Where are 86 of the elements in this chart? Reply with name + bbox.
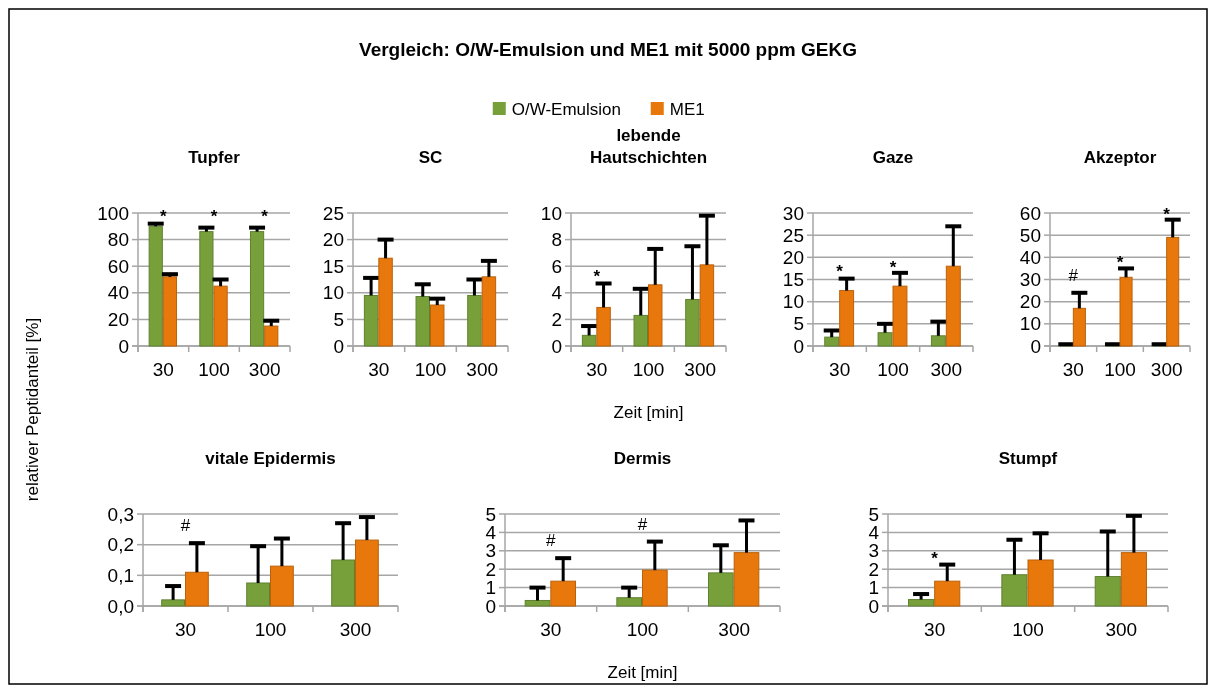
y-tick-label: 40: [107, 282, 129, 304]
annotation: *: [1163, 204, 1171, 224]
y-tick-label: 15: [322, 255, 344, 277]
x-tick-label: 30: [368, 359, 390, 380]
y-tick-label: 30: [1019, 269, 1041, 291]
y-tick-label: 8: [551, 229, 562, 251]
y-tick-label: 50: [1019, 224, 1041, 246]
y-tick-label: 10: [322, 282, 344, 304]
y-axis-title: relativer Peptidanteil [%]: [23, 317, 42, 502]
legend-label: O/W-Emulsion: [511, 99, 622, 119]
y-tick-label: 0: [118, 335, 129, 357]
x-tick-label: 30: [152, 359, 174, 380]
x-tick-label: 30: [1062, 359, 1084, 380]
y-tick-label: 20: [1019, 291, 1041, 313]
x-tick-label: 100: [1104, 359, 1136, 380]
x-tick-label: 300: [718, 619, 751, 640]
annotation: *: [261, 207, 269, 227]
y-tick-label: 2: [551, 309, 562, 331]
y-tick-label: 40: [1019, 246, 1041, 268]
chart-title: Dermis: [613, 449, 672, 468]
y-tick-label: 0,3: [107, 503, 134, 525]
x-tick-label: 100: [254, 619, 287, 640]
x-tick-label: 100: [632, 359, 665, 380]
x-tick-label: 300: [248, 359, 281, 380]
y-tick-label: 5: [485, 503, 496, 525]
annotation: *: [889, 257, 897, 277]
annotation: #: [637, 514, 648, 534]
annotation: #: [180, 516, 191, 536]
annotation: *: [836, 262, 844, 282]
x-tick-label: 300: [684, 359, 717, 380]
x-tick-label: 100: [626, 619, 659, 640]
x-tick-label: 30: [829, 359, 851, 380]
y-tick-label: 20: [782, 246, 804, 268]
x-tick-label: 300: [339, 619, 372, 640]
y-tick-label: 0: [1030, 335, 1041, 357]
y-tick-label: 15: [782, 269, 804, 291]
chart-title: SC: [418, 148, 443, 167]
y-tick-label: 0: [551, 335, 562, 357]
y-tick-label: 20: [107, 309, 129, 331]
x-tick-label: 100: [198, 359, 230, 380]
y-tick-label: 10: [782, 291, 804, 313]
y-tick-label: 0,0: [107, 595, 134, 617]
x-axis-title: Zeit [min]: [613, 403, 684, 422]
x-tick-label: 30: [924, 619, 946, 640]
x-axis-title: Zeit [min]: [607, 663, 678, 682]
annotation: *: [1116, 253, 1124, 273]
y-tick-label: 60: [107, 255, 129, 277]
legend-label: ME1: [669, 99, 705, 119]
chart-title: Tupfer: [188, 148, 241, 167]
y-tick-label: 25: [782, 224, 804, 246]
chart-title: Gaze: [872, 148, 914, 167]
x-tick-label: 30: [174, 619, 197, 640]
y-tick-label: 10: [540, 202, 562, 224]
annotation: #: [1068, 265, 1079, 285]
x-tick-label: 300: [1105, 619, 1138, 640]
y-tick-label: 25: [322, 202, 344, 224]
y-tick-label: 0: [793, 335, 804, 357]
y-tick-label: 0: [333, 335, 344, 357]
x-tick-label: 300: [1150, 359, 1183, 380]
y-tick-label: 20: [322, 229, 344, 251]
annotation: *: [931, 548, 939, 568]
x-tick-label: 300: [466, 359, 499, 380]
y-tick-label: 6: [551, 255, 562, 277]
x-tick-label: 100: [414, 359, 447, 380]
y-tick-label: 0,1: [107, 564, 134, 586]
annotation: *: [593, 267, 601, 287]
text: Vergleich: O/W-Emulsion und ME1 mit 5000 ppm GEKG: [359, 39, 857, 60]
y-tick-label: 80: [107, 229, 129, 251]
annotation: *: [160, 207, 168, 227]
y-tick-label: 5: [868, 503, 879, 525]
x-tick-label: 30: [586, 359, 608, 380]
chart-title: Akzeptor: [1083, 148, 1157, 167]
chart-title: vitale Epidermis: [205, 449, 336, 468]
y-tick-label: 5: [793, 313, 804, 335]
y-tick-label: 30: [782, 202, 804, 224]
x-tick-label: 300: [930, 359, 963, 380]
y-tick-label: 60: [1019, 202, 1041, 224]
y-tick-label: 5: [333, 309, 344, 331]
annotation: #: [546, 531, 557, 551]
chart-title: Stumpf: [998, 449, 1058, 468]
y-tick-label: 100: [97, 202, 129, 224]
annotation: *: [210, 207, 218, 227]
y-tick-label: 4: [551, 282, 563, 304]
chart-title: lebende Hautschichten: [589, 126, 708, 167]
y-tick-label: 10: [1019, 313, 1041, 335]
y-tick-label: 0,2: [107, 534, 134, 556]
